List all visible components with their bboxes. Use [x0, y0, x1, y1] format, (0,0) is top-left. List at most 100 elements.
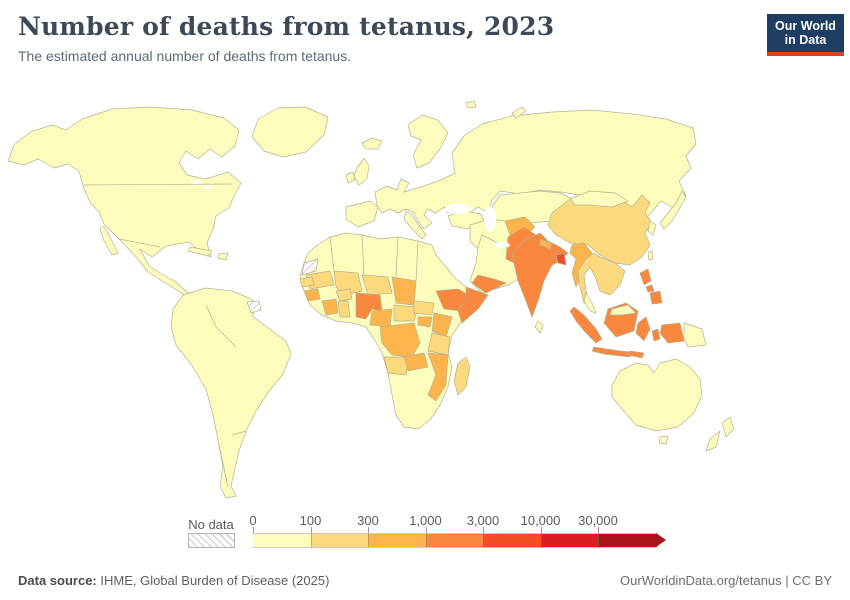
country-indonesia-west-papua[interactable] [659, 322, 685, 344]
no-data-label: No data [188, 517, 234, 532]
country-yemen[interactable] [471, 274, 507, 294]
country-cameroon[interactable] [369, 308, 393, 328]
legend-tick-label: 0 [249, 513, 257, 528]
legend-tick-label: 30,000 [578, 513, 618, 528]
great-lake-west [192, 180, 202, 186]
country-guinea[interactable] [303, 288, 321, 302]
legend-tick [368, 527, 369, 533]
legend-segment-2[interactable] [368, 533, 427, 548]
legend-segment-3[interactable] [425, 533, 484, 548]
country-madagascar[interactable] [453, 356, 471, 396]
page-title: Number of deaths from tetanus, 2023 [18, 12, 555, 41]
country-indonesia-java[interactable] [591, 346, 633, 358]
country-mongolia[interactable] [569, 190, 629, 208]
country-philippines-visayas[interactable] [645, 284, 655, 293]
legend-tick [598, 527, 599, 533]
country-french-guiana[interactable] [246, 300, 262, 314]
legend-segment-0[interactable] [253, 533, 311, 548]
region-baja-california[interactable] [99, 225, 119, 256]
logo-line2: in Data [784, 33, 827, 47]
chart-header: Number of deaths from tetanus, 2023 The … [18, 12, 758, 64]
legend-tick [540, 527, 542, 533]
no-data-swatch[interactable] [188, 533, 235, 548]
country-australia[interactable] [611, 358, 703, 432]
data-source-label: Data source: [18, 573, 97, 588]
country-senegal[interactable] [299, 276, 315, 288]
country-angola[interactable] [383, 356, 409, 376]
country-japan[interactable] [659, 190, 687, 230]
region-north-america[interactable] [7, 106, 242, 305]
country-central-african-republic[interactable] [393, 304, 419, 322]
country-ireland[interactable] [345, 171, 356, 184]
country-mali[interactable] [333, 270, 363, 296]
country-new-zealand-north[interactable] [721, 416, 735, 438]
country-somalia[interactable] [457, 286, 489, 324]
country-malaysia-borneo[interactable] [609, 304, 637, 316]
country-nigeria[interactable] [355, 292, 383, 320]
region-indochina[interactable] [577, 252, 626, 306]
owid-logo[interactable]: Our World in Data [767, 14, 844, 56]
map-legend: No data 0 100 300 1,000 3,000 10,000 30,000 [0, 510, 850, 554]
country-burkina-faso[interactable] [335, 288, 353, 302]
country-tanzania[interactable] [427, 332, 451, 356]
country-indonesia-sulawesi[interactable] [635, 316, 651, 342]
country-sri-lanka[interactable] [534, 320, 544, 334]
country-bangladesh[interactable] [555, 252, 567, 266]
legend-tick-label: 3,000 [466, 513, 500, 528]
country-mozambique[interactable] [427, 352, 449, 402]
country-nepal[interactable] [539, 238, 553, 250]
caspian-sea [484, 206, 496, 232]
legend-tick-label: 100 [299, 513, 322, 528]
legend-segment-6[interactable] [598, 533, 657, 548]
country-philippines-mindanao[interactable] [649, 290, 663, 305]
legend-tick [425, 527, 427, 533]
country-cuba[interactable] [187, 246, 213, 257]
owid-link[interactable]: OurWorldinData.org/tetanus | CC BY [620, 573, 832, 588]
country-zambia[interactable] [403, 352, 429, 372]
country-uganda[interactable] [417, 316, 433, 328]
country-indonesia-lesser-sunda[interactable] [627, 350, 645, 359]
country-new-zealand-south[interactable] [705, 430, 721, 452]
country-greenland[interactable] [251, 106, 329, 158]
great-lake-east [204, 185, 212, 189]
country-taiwan[interactable] [647, 250, 654, 261]
legend-tick [310, 527, 312, 533]
persian-gulf [494, 242, 510, 248]
country-borders [83, 183, 419, 488]
country-western-sahara[interactable] [301, 258, 319, 276]
country-niger[interactable] [361, 274, 393, 296]
country-philippines-luzon[interactable] [639, 268, 652, 286]
region-hispaniola[interactable] [217, 252, 229, 261]
country-uk[interactable] [353, 157, 370, 186]
legend-tick-label: 10,000 [520, 513, 561, 528]
country-ghana[interactable] [337, 300, 351, 318]
legend-tick-label: 1,000 [409, 513, 442, 528]
black-sea [445, 204, 471, 214]
region-malay-peninsula[interactable] [583, 292, 597, 314]
country-chad[interactable] [391, 276, 417, 306]
legend-segment-4[interactable] [483, 533, 542, 548]
country-indonesia-sumatra[interactable] [569, 306, 603, 344]
country-cote-divoire[interactable] [321, 298, 339, 316]
region-iberia[interactable] [345, 200, 379, 228]
country-india[interactable] [511, 232, 569, 318]
country-iceland[interactable] [361, 137, 383, 150]
country-papua-new-guinea[interactable] [683, 322, 707, 348]
country-south-sudan[interactable] [413, 300, 435, 316]
legend-tick [253, 527, 254, 533]
region-south-america[interactable] [170, 287, 292, 499]
region-svalbard[interactable] [465, 100, 477, 109]
legend-segment-1[interactable] [310, 533, 369, 548]
world-map-container [0, 95, 850, 505]
chart-footer: Data source: IHME, Global Burden of Dise… [18, 573, 832, 588]
country-indonesia-moluccas[interactable] [651, 328, 661, 342]
legend-tick [483, 527, 484, 533]
legend-segment-5[interactable] [540, 533, 599, 548]
region-scandinavia[interactable] [407, 114, 449, 169]
legend-arrow [655, 533, 666, 547]
country-korea[interactable] [647, 220, 657, 236]
country-italy[interactable] [403, 210, 427, 240]
world-map [7, 100, 735, 499]
region-tasmania[interactable] [658, 435, 669, 445]
region-novaya-zemlya[interactable] [511, 106, 527, 119]
